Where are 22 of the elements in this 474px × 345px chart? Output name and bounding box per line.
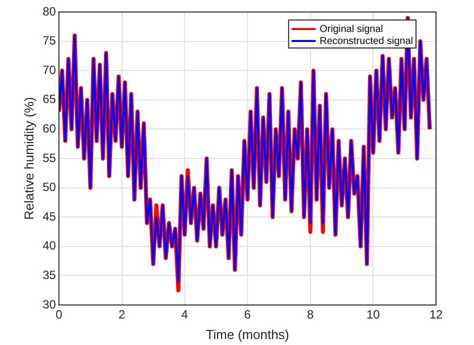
legend-label: Reconstructed signal — [320, 36, 414, 47]
x-axis-title: Time (months) — [206, 326, 290, 342]
y-tick-label: 40 — [42, 238, 56, 253]
y-tick-label: 70 — [42, 62, 56, 77]
x-tick-label: 8 — [306, 308, 314, 322]
x-tick-label: 12 — [429, 308, 443, 322]
x-tick-label: 2 — [118, 308, 126, 322]
x-tick-label: 6 — [244, 308, 252, 322]
y-tick-label: 45 — [42, 209, 56, 224]
y-tick-label: 50 — [42, 180, 56, 194]
x-tick-label: 10 — [366, 308, 380, 322]
y-tick-label: 30 — [42, 297, 56, 312]
y-tick-label: 55 — [42, 150, 56, 165]
y-tick-label: 60 — [42, 122, 56, 136]
legend-label: Original signal — [320, 24, 383, 35]
x-tick-label: 0 — [56, 308, 63, 322]
y-tick-label: 75 — [42, 34, 56, 48]
y-tick-label: 80 — [42, 4, 56, 18]
y-tick-label: 35 — [42, 268, 56, 282]
y-axis-title: Relative humidity (%) — [21, 97, 36, 220]
y-tick-label: 65 — [42, 92, 56, 106]
x-tick-label: 4 — [181, 308, 188, 322]
